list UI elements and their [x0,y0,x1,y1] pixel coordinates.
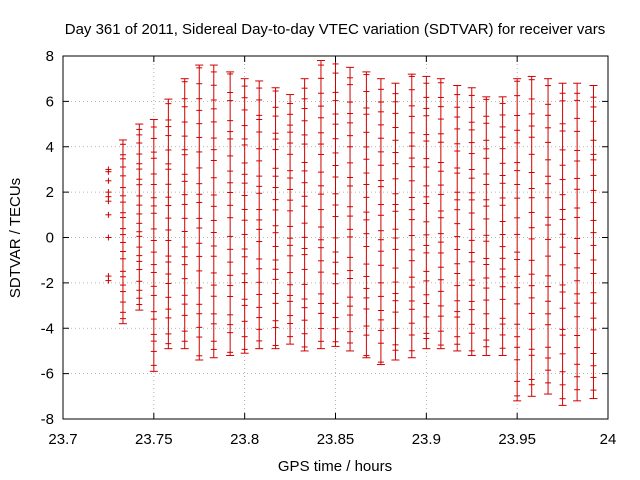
data-point-5 [105,198,112,205]
errorbar-12 [300,78,309,352]
errorbar-0 [118,139,127,325]
y-tick-label: -4 [41,320,54,337]
errorbar-28 [544,78,553,395]
x-tick-label: 23.75 [135,431,173,448]
y-tick-label: -8 [41,411,54,428]
errorbar-11 [286,94,295,345]
errorbar-21 [436,78,445,350]
y-tick-label: -2 [41,275,54,292]
errorbar-25 [498,96,507,356]
x-tick-label: 23.95 [498,431,536,448]
errorbar-31 [589,84,598,400]
errorbar-20 [422,75,431,350]
y-tick-label: 0 [46,230,54,247]
y-tick-label: 4 [46,139,54,156]
errorbar-16 [362,71,371,359]
x-tick-label: 24 [600,431,617,448]
x-tick-label: 23.8 [230,431,259,448]
errorbar-18 [391,82,400,361]
errorbar-17 [376,78,385,366]
errorbar-15 [346,66,355,352]
errorbar-8 [240,78,249,354]
x-tick-label: 23.85 [317,431,355,448]
errorbar-9 [255,80,264,350]
errorbar-23 [467,87,476,356]
chart-title: Day 361 of 2011, Sidereal Day-to-day VTE… [65,21,605,38]
errorbar-26 [513,78,522,402]
x-tick-label: 23.7 [48,431,77,448]
y-tick-label: 8 [46,48,54,65]
data-point-9 [105,277,112,284]
errorbar-5 [195,64,204,361]
errorbar-13 [316,60,325,350]
errorbar-4 [180,78,189,350]
errorbar-30 [573,82,582,402]
data-point-6 [105,211,112,218]
data-point-2 [105,177,112,184]
data-point-1 [105,168,112,175]
data-point-7 [105,234,112,241]
y-tick-label: 2 [46,184,54,201]
x-axis-label: GPS time / hours [278,458,392,475]
errorbar-7 [226,71,235,356]
y-tick-label: -6 [41,366,54,383]
errorbar-14 [331,55,340,347]
errorbar-19 [407,73,416,359]
errorbar-29 [558,82,567,406]
errorbar-2 [149,119,158,372]
errorbar-10 [271,87,280,350]
errorbar-27 [527,75,536,397]
errorbar-22 [453,84,462,352]
y-tick-label: 6 [46,93,54,110]
errorbar-6 [209,64,218,359]
x-tick-label: 23.9 [412,431,441,448]
errorbar-3 [164,98,173,350]
errorbar-24 [482,96,491,356]
errorbar-1 [135,123,144,311]
y-axis-label: SDTVAR / TECUs [7,178,24,298]
data-layer [105,55,598,406]
